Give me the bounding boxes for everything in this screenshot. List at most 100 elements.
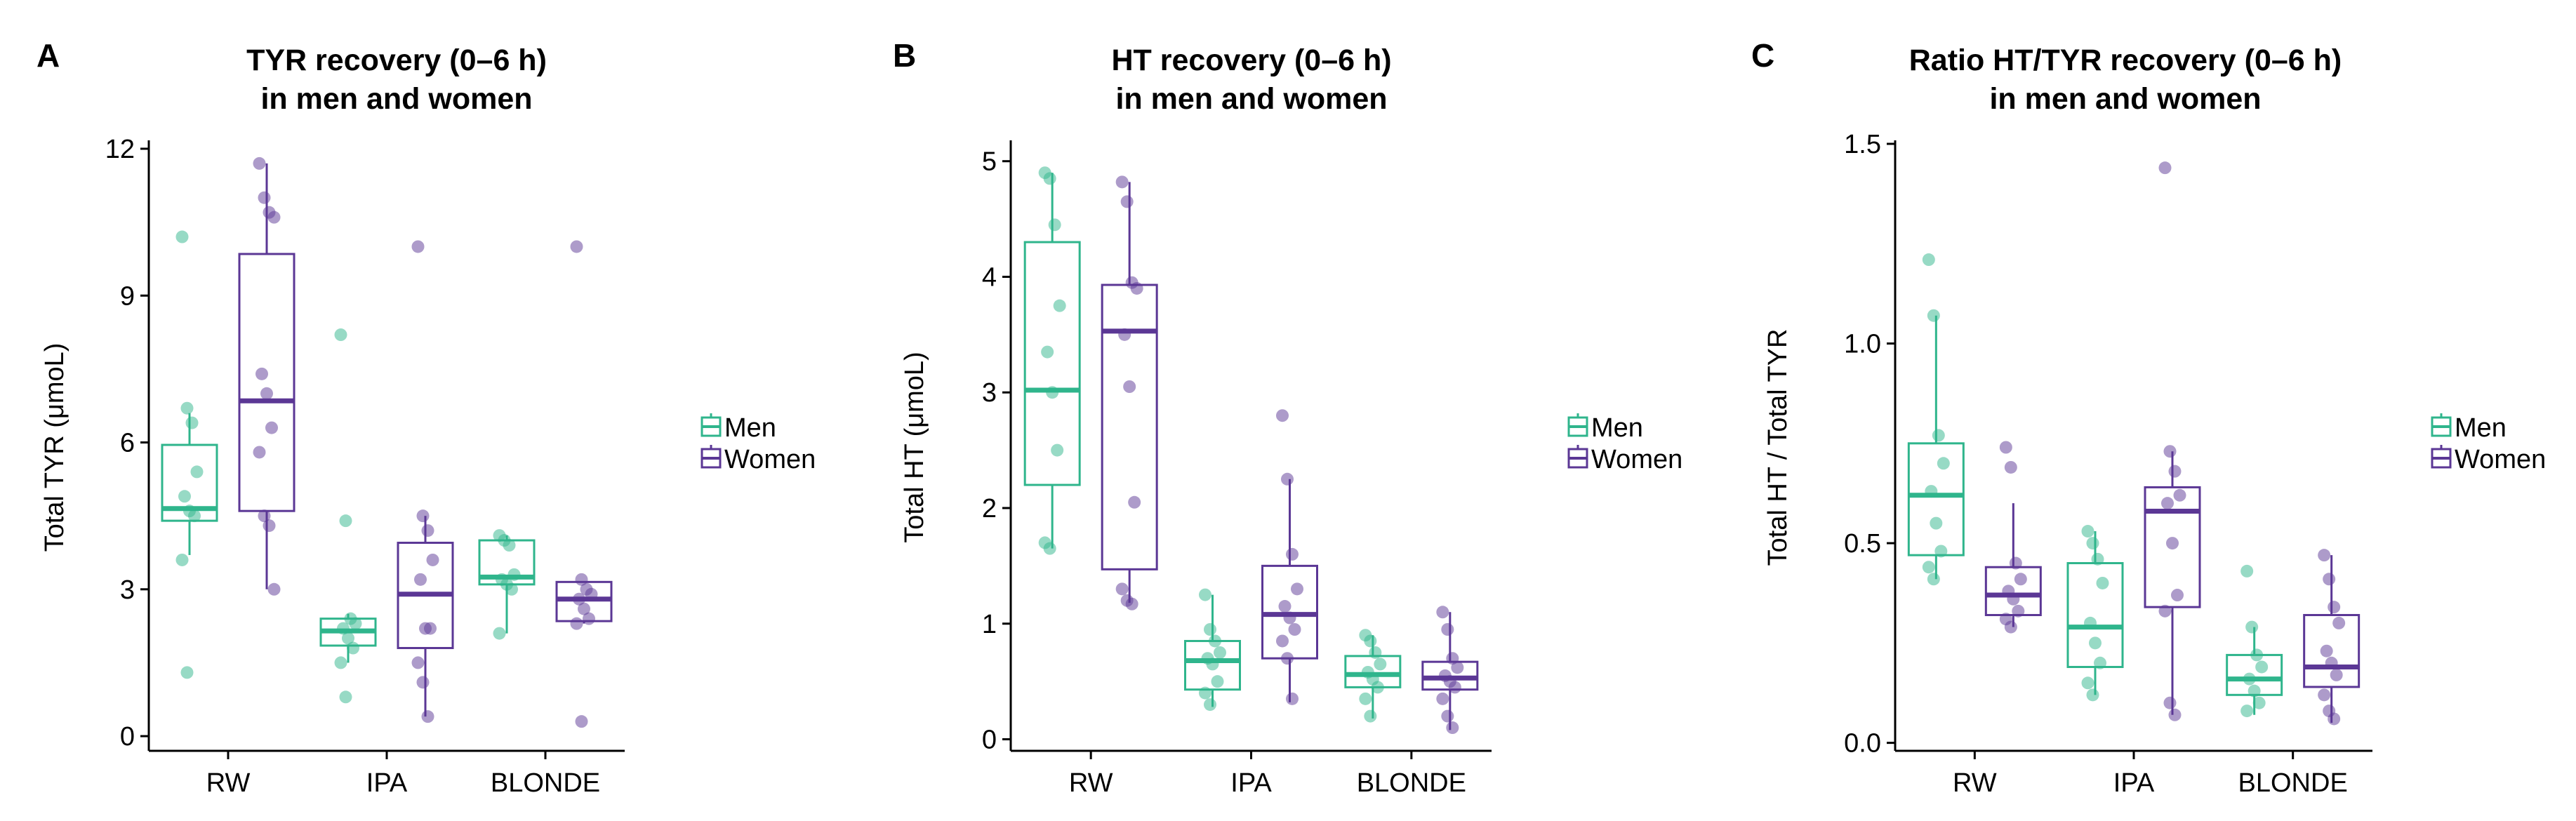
data-point xyxy=(2318,549,2331,562)
chart-title-line-2: in men and women xyxy=(1989,82,2261,116)
box-women-blonde xyxy=(555,240,613,728)
data-point xyxy=(2330,668,2343,681)
data-point xyxy=(1932,429,1945,442)
data-point xyxy=(2168,708,2182,721)
legend-item-men: Men xyxy=(701,413,776,443)
data-point xyxy=(2004,460,2017,474)
x-tick-label: RW xyxy=(1069,768,1113,798)
data-point xyxy=(1283,611,1296,625)
data-point xyxy=(2096,576,2109,589)
legend-label: Men xyxy=(724,413,776,443)
data-point xyxy=(1048,218,1061,232)
data-point xyxy=(2158,604,2172,618)
data-point xyxy=(265,421,278,434)
data-point xyxy=(578,602,590,615)
box-iqr xyxy=(238,253,296,512)
data-point xyxy=(1930,516,1943,530)
x-tick-label: IPA xyxy=(366,768,408,798)
data-point xyxy=(2255,660,2269,674)
y-tick-label: 3 xyxy=(982,378,997,408)
y-tick-label: 5 xyxy=(982,147,997,177)
data-point xyxy=(583,612,595,625)
legend-label: Men xyxy=(1591,413,1643,443)
data-point xyxy=(2004,620,2017,634)
data-point xyxy=(2320,644,2333,658)
x-tick-label: RW xyxy=(206,768,251,798)
data-point xyxy=(2168,465,2182,478)
box-men-blonde xyxy=(1344,629,1402,723)
data-point xyxy=(2245,620,2259,634)
legend-item-women: Women xyxy=(701,445,816,474)
y-tick-label: 0.0 xyxy=(1844,729,1881,759)
box-women-ipa xyxy=(1261,409,1318,705)
data-point xyxy=(416,676,430,689)
data-point xyxy=(258,191,271,204)
data-point xyxy=(1199,588,1211,601)
y-tick-label: 4 xyxy=(982,262,997,292)
data-point xyxy=(1276,634,1289,648)
data-point xyxy=(339,690,352,704)
data-point xyxy=(1128,495,1141,509)
box-iqr xyxy=(1101,283,1158,570)
data-point xyxy=(2094,656,2106,669)
data-point xyxy=(503,539,516,552)
data-point xyxy=(334,656,347,669)
data-point xyxy=(178,490,191,503)
data-point xyxy=(2014,573,2027,586)
panel-letter: C xyxy=(1751,37,1774,74)
data-point xyxy=(575,573,588,586)
data-point xyxy=(1046,386,1059,399)
data-point xyxy=(1123,380,1136,393)
data-point xyxy=(2163,696,2177,709)
data-point xyxy=(1441,709,1454,723)
data-point xyxy=(1446,721,1459,735)
y-tick-label: 1 xyxy=(982,610,997,639)
data-point xyxy=(2089,636,2102,650)
data-point xyxy=(424,622,437,635)
box-women-rw xyxy=(1101,175,1158,610)
box-men-blonde xyxy=(2226,564,2283,718)
data-point xyxy=(421,710,434,723)
data-point xyxy=(185,416,199,429)
box-iqr xyxy=(1907,442,1965,556)
data-point xyxy=(411,656,425,669)
y-tick-label: 12 xyxy=(105,135,135,164)
data-point xyxy=(1286,547,1299,561)
data-point xyxy=(1206,658,1219,671)
data-point xyxy=(188,509,201,523)
data-point xyxy=(416,509,430,523)
panel-a: A TYR recovery (0–6 h) in men and women Tot… xyxy=(36,37,816,798)
data-point xyxy=(2086,688,2099,702)
data-point xyxy=(175,230,189,243)
box-men-blonde xyxy=(478,529,536,640)
box-iqr xyxy=(161,443,218,522)
box-women-blonde xyxy=(1421,606,1479,735)
legend-label: Women xyxy=(1591,445,1682,474)
data-point xyxy=(1364,709,1377,723)
x-tick-label: BLONDE xyxy=(491,768,600,798)
chart-title-line-2: in men and women xyxy=(1115,82,1387,116)
data-point xyxy=(505,582,518,596)
data-point xyxy=(1041,345,1054,359)
data-point xyxy=(411,240,425,253)
data-point xyxy=(1276,409,1289,422)
data-point xyxy=(1204,698,1216,712)
data-point xyxy=(570,240,583,253)
data-point xyxy=(2240,564,2254,578)
data-point xyxy=(2252,696,2266,709)
data-point xyxy=(253,156,266,170)
data-point xyxy=(1922,561,1935,574)
panel-letter: B xyxy=(893,37,916,74)
data-point xyxy=(1286,692,1299,705)
box-iqr xyxy=(1023,241,1081,486)
box-women-ipa xyxy=(397,240,454,723)
data-point xyxy=(507,568,521,581)
data-point xyxy=(1281,472,1294,486)
panel-b: B HT recovery (0–6 h) in men and women Tota… xyxy=(893,37,1682,798)
x-tick-label: IPA xyxy=(2113,768,2155,798)
legend-label: Women xyxy=(2455,445,2546,474)
data-point xyxy=(1441,623,1454,636)
data-point xyxy=(1937,457,1950,470)
chart-title-line-1: TYR recovery (0–6 h) xyxy=(246,44,547,77)
box-iqr xyxy=(2303,614,2361,688)
